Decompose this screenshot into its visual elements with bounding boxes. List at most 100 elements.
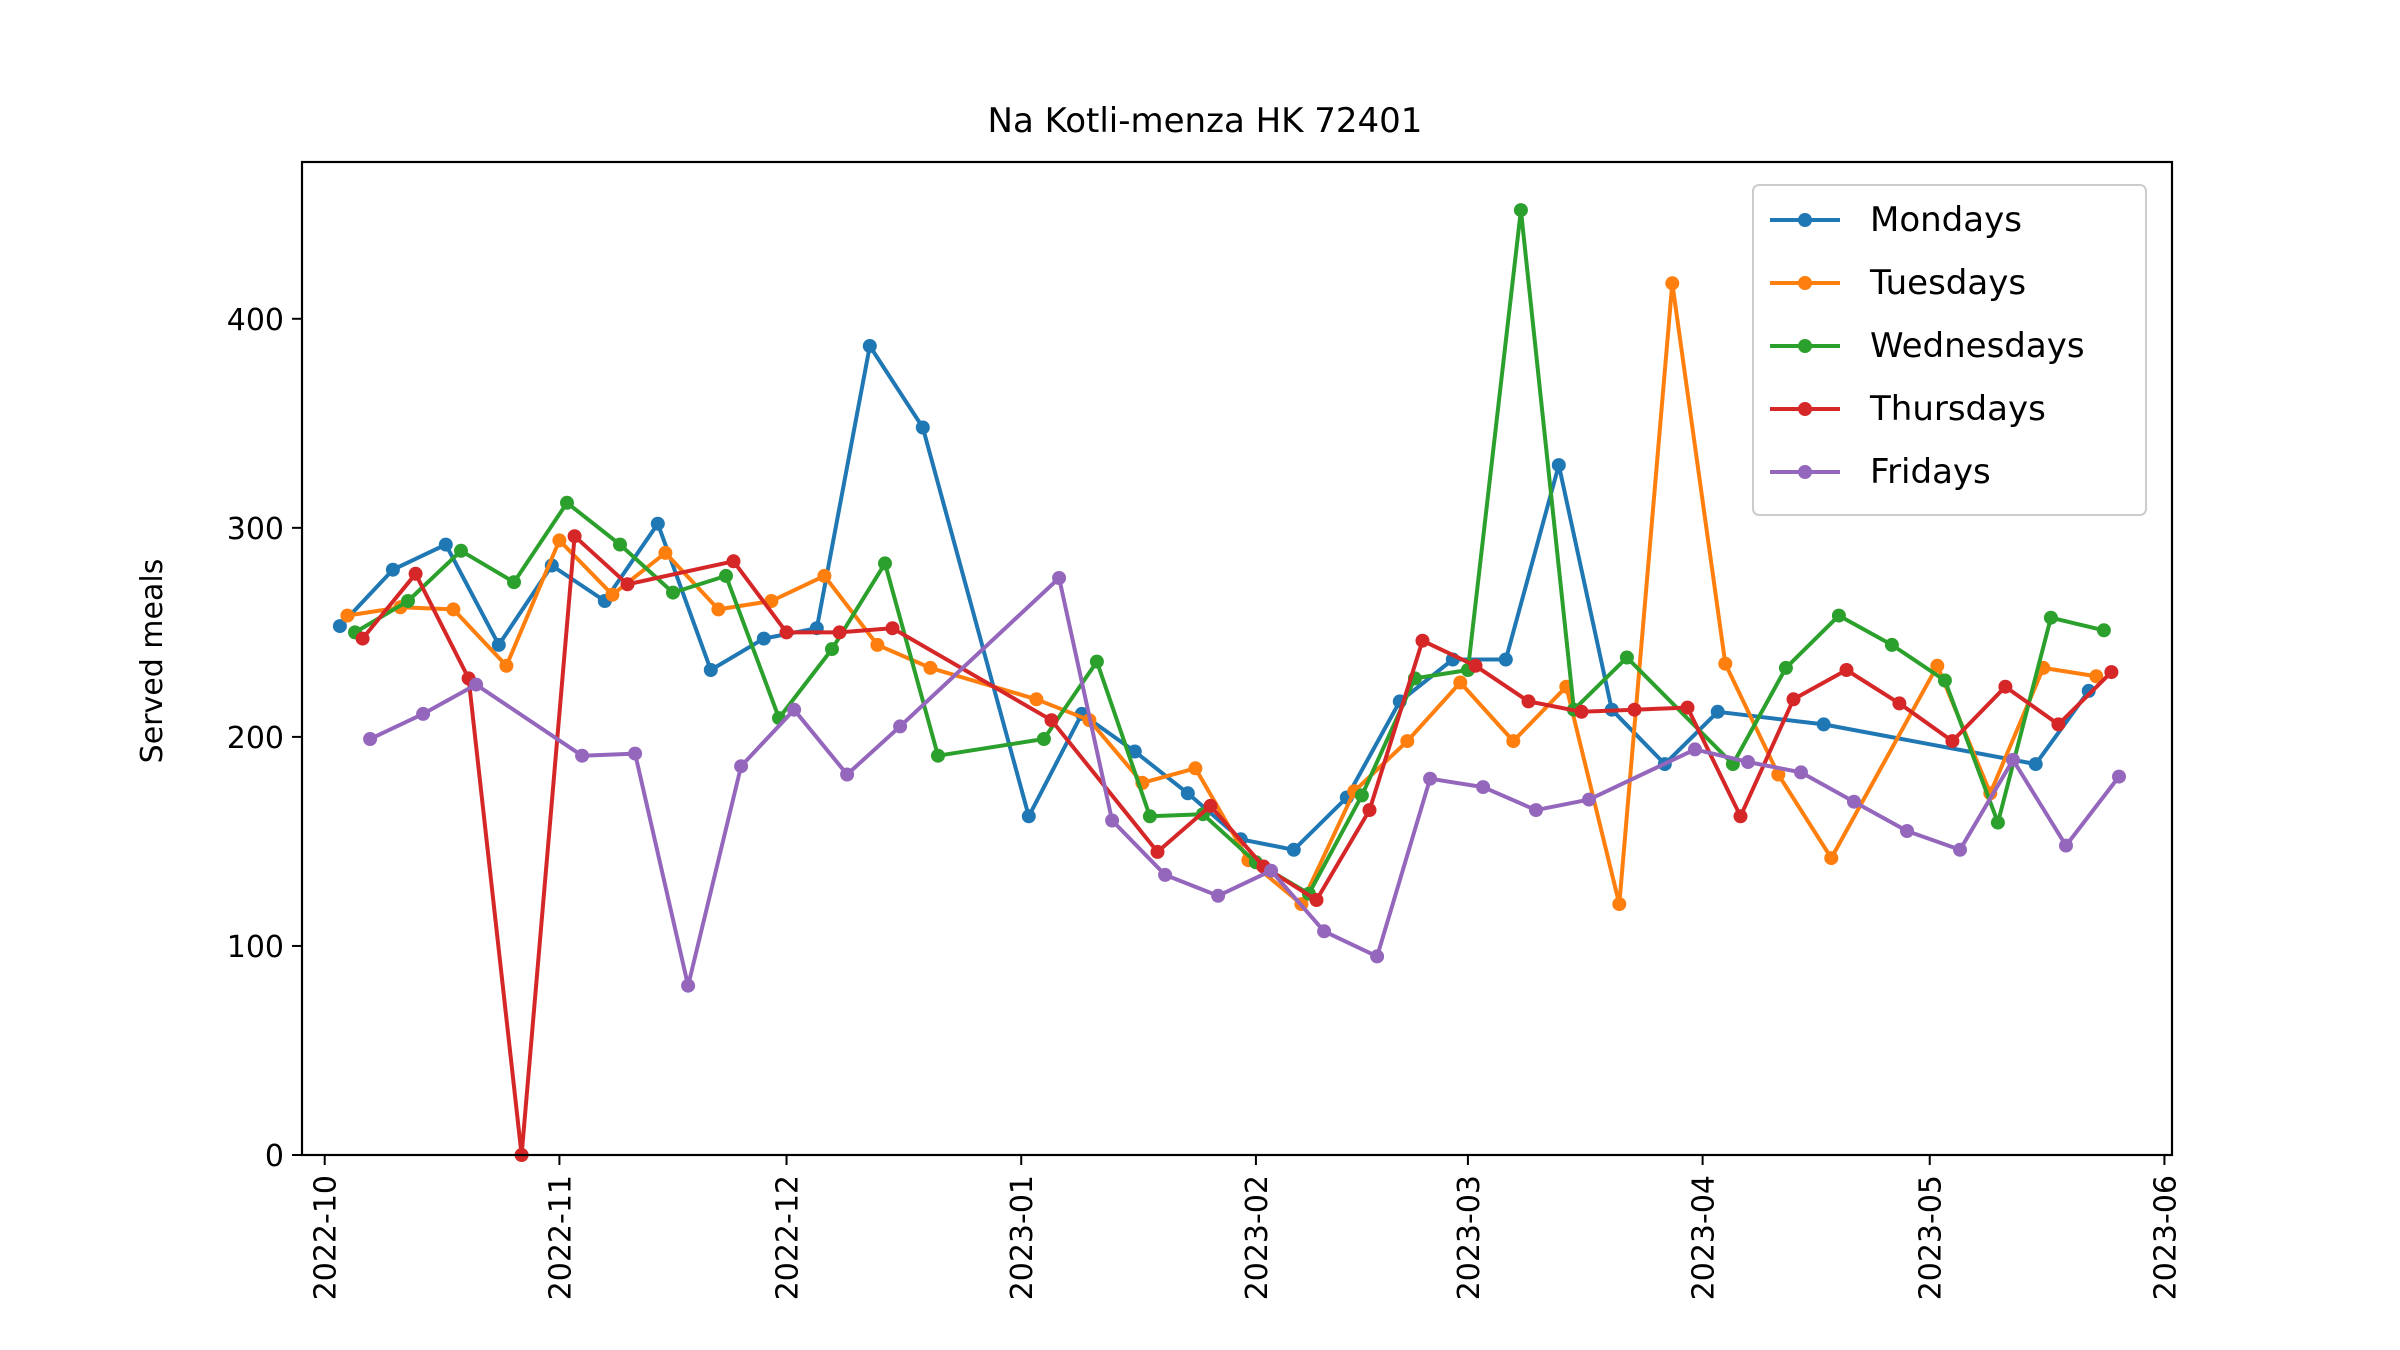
data-point [363,732,378,746]
data-point [1771,767,1786,782]
data-point [1778,660,1793,675]
data-point [1150,844,1165,859]
data-point [779,625,794,640]
data-point [469,677,484,692]
legend-entry-label: Fridays [1870,452,1991,492]
data-point [862,339,877,353]
data-point [1680,700,1695,715]
x-tick-label: 2022-10 [309,1175,344,1300]
x-tick-label: 2023-01 [1005,1175,1040,1300]
data-point [1619,650,1634,665]
data-point [2028,757,2043,772]
chart-title: Na Kotli-menza HK 72401 [988,101,1423,141]
data-point [1498,652,1513,667]
data-point [1513,203,1528,218]
data-point [1786,692,1801,707]
data-point [1021,809,1036,824]
data-point [666,585,680,600]
data-point [355,631,370,646]
data-point [787,702,802,717]
data-point [1824,851,1839,866]
data-point [605,587,620,602]
legend-entry-label: Tuesdays [1869,263,2026,303]
data-point [2112,769,2126,784]
data-point [1839,663,1854,677]
data-point [878,556,892,571]
data-point [499,658,514,673]
x-tick-label: 2023-06 [2148,1175,2183,1300]
data-point [1089,654,1104,669]
data-point [2051,717,2066,732]
data-point [1930,658,1945,673]
data-point [734,759,749,774]
data-point [1665,276,1680,291]
data-point [1415,633,1430,648]
data-point [1733,809,1748,824]
legend-marker [1798,213,1812,227]
legend-entry-label: Wednesdays [1870,326,2085,366]
data-point [893,719,908,734]
data-point [1612,897,1627,912]
data-point [1794,765,1808,780]
plot-area-frame [300,160,2174,1157]
data-point [1884,637,1899,652]
data-point [931,748,945,763]
data-point [1453,675,1468,690]
x-tick-label: 2023-03 [1452,1175,1487,1300]
data-point [1180,786,1195,801]
legend-marker [1798,465,1812,479]
legend-entry-label: Mondays [1870,200,2022,240]
data-point [1847,794,1861,809]
data-point [1468,658,1483,673]
data-point [1900,824,1914,838]
data-point [1582,792,1596,807]
data-point [756,631,771,646]
data-point [1521,694,1536,709]
data-point [454,543,468,558]
series-layer [332,203,2126,1162]
data-point [1211,888,1226,903]
data-point [1286,842,1301,857]
data-point [711,602,726,617]
data-point [1990,815,2005,830]
series-thursdays [355,529,2119,1162]
data-point [2006,752,2020,767]
data-point [885,621,900,636]
data-point [1370,949,1385,964]
data-point [1362,803,1377,818]
data-point [1158,867,1173,882]
data-point [438,537,453,552]
data-point [408,566,423,581]
y-tick-label: 0 [265,1139,284,1174]
x-tick-label: 2022-12 [771,1175,806,1300]
series-line [352,208,2107,896]
data-point [650,516,665,531]
data-point [385,562,400,577]
series-line [359,534,2115,1157]
x-tick-label: 2023-04 [1687,1175,1722,1300]
data-point [1105,813,1120,828]
legend-frame [1752,184,2147,516]
series-fridays [363,571,2126,993]
series-line [367,576,2122,988]
data-point [1718,656,1733,671]
x-tick-label: 2023-05 [1914,1175,1949,1300]
data-point [567,529,582,544]
data-point [2059,838,2073,853]
data-point [719,568,733,583]
data-point [575,748,590,763]
data-point [446,602,461,617]
legend-entry-label: Thursdays [1869,389,2046,429]
data-point [1354,788,1369,803]
axis-ticks: 0 100 200 300 400 2022-10 2022-11 2022-12 2023-0… [227,303,2184,1301]
series-mondays [332,339,2096,857]
data-point [1506,734,1521,749]
data-point [1627,702,1642,717]
data-point [1831,608,1846,623]
data-point [832,625,847,640]
data-point [340,608,355,623]
data-point [401,594,415,608]
data-point [681,978,696,993]
legend: Mondays Tuesdays Wednesdays Thursdays Friday… [1752,184,2147,516]
